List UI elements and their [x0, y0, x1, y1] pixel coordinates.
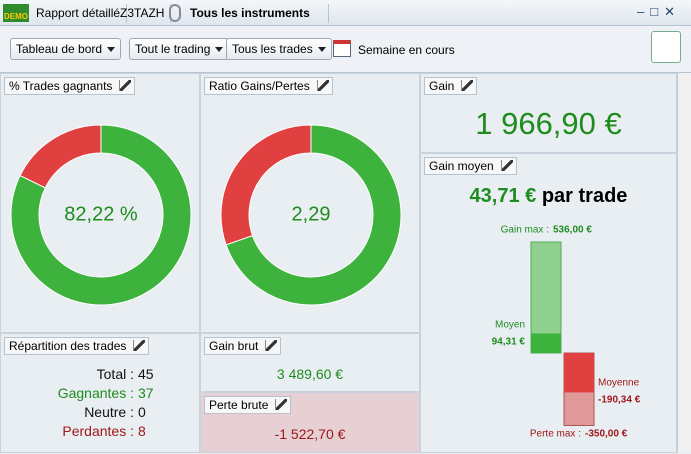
win-rate-donut: 82,22 % — [10, 124, 192, 306]
row-label: Perdantes : — [62, 423, 134, 439]
avg-win-bar — [531, 333, 561, 353]
row-label: Total : — [96, 366, 134, 382]
max-loss-value: -350,00 € — [585, 429, 628, 440]
ratio-panel: Ratio Gains/Pertes 2,29 — [200, 73, 420, 333]
top-toolbar: DEMO Rapport détaillé Z3TAZH Tous les in… — [0, 0, 691, 26]
calendar-icon[interactable] — [333, 40, 351, 57]
gross-gain-panel: Gain brut 3 489,60 € — [200, 333, 420, 392]
avg-win-label: Moyen — [495, 320, 525, 331]
gain-value: 1 966,90 € — [475, 106, 622, 141]
trading-select[interactable]: Tout le trading — [129, 38, 230, 60]
donut-win-arc — [225, 124, 402, 306]
settings-icon[interactable] — [651, 31, 681, 63]
win-rate-value: 82,22 % — [64, 203, 138, 225]
share-icon[interactable] — [612, 5, 628, 19]
gross-loss-panel: Perte brute -1 522,70 € — [200, 392, 420, 453]
trades-select[interactable]: Tous les trades — [226, 38, 332, 60]
window-buttons[interactable]: –□✕ — [637, 4, 681, 19]
panel-title: Gain moyen — [424, 157, 517, 175]
panel-title: Perte brute — [204, 396, 292, 414]
gross-gain-value: 3 489,60 € — [276, 366, 344, 382]
period-label[interactable]: Semaine en cours — [358, 43, 455, 57]
row-value: 8 — [138, 423, 146, 439]
demo-icon[interactable]: DEMO — [3, 4, 29, 22]
panel-title: Répartition des trades — [4, 337, 150, 355]
breakdown-row: Total :45 — [1, 366, 201, 385]
row-value: 45 — [138, 366, 154, 382]
avg-gain-panel: Gain moyen 43,71 € par trade Gain max : 5… — [420, 153, 677, 453]
max-gain-label: Gain max : — [501, 225, 549, 236]
filter-toolbar: Tableau de bord Tout le trading Tous les… — [0, 26, 691, 73]
instrument-select[interactable]: Tous les instruments — [184, 4, 329, 23]
avg-loss-value: -190,34 € — [598, 395, 641, 406]
panel-title: Ratio Gains/Pertes — [204, 77, 333, 95]
max-loss-label: Perte max : — [530, 429, 581, 440]
breakdown-row: Gagnantes :37 — [1, 385, 201, 404]
donut-win-arc — [10, 124, 192, 306]
avg-loss-bar — [564, 353, 594, 393]
win-rate-panel: % Trades gagnants 82,22 % — [0, 73, 200, 333]
account-tab[interactable]: Z3TAZH — [114, 4, 172, 23]
breakdown-row: Neutre :0 — [1, 404, 201, 423]
panel-title: Gain brut — [204, 337, 282, 355]
row-value: 37 — [138, 385, 154, 401]
avg-gain-suffix: par trade — [541, 185, 628, 207]
gross-loss-value: -1 522,70 € — [274, 426, 346, 442]
panel-title: % Trades gagnants — [4, 77, 136, 95]
breakdown-panel: Répartition des trades Total :45 Gagnante… — [0, 333, 200, 453]
avg-gain-headline: 43,71 € par trade — [421, 185, 676, 208]
avg-gain-value: 43,71 € — [469, 185, 537, 207]
max-gain-value: 536,00 € — [553, 225, 592, 236]
row-value: 0 — [138, 404, 146, 420]
ratio-donut: 2,29 — [220, 124, 402, 306]
ratio-value: 2,29 — [292, 203, 331, 225]
avg-gain-chart: Gain max : 536,00 € Moyen 94,31 € Moyenne -19… — [492, 225, 641, 440]
donut-loss-arc — [19, 124, 102, 189]
panel-title: Gain — [424, 77, 478, 95]
scrollbar[interactable] — [677, 73, 691, 453]
row-label: Gagnantes : — [57, 385, 134, 401]
row-label: Neutre : — [84, 404, 134, 420]
gain-panel: Gain 1 966,90 € — [420, 73, 677, 153]
breakdown-row: Perdantes :8 — [1, 423, 201, 442]
report-tab[interactable]: Rapport détaillé — [30, 4, 128, 23]
view-select[interactable]: Tableau de bord — [10, 38, 122, 60]
donut-loss-arc — [220, 124, 312, 246]
avg-win-value: 94,31 € — [492, 337, 526, 348]
avg-loss-label: Moyenne — [598, 378, 640, 389]
link-icon[interactable] — [169, 4, 181, 22]
